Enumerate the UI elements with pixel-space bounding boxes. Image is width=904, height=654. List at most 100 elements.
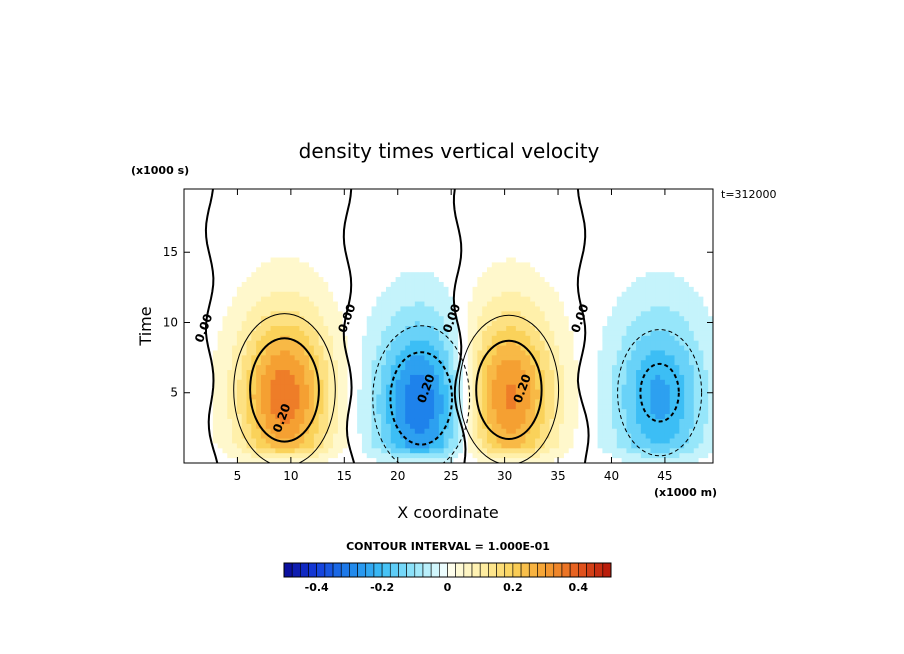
field-cell <box>429 267 435 273</box>
field-cell <box>563 335 570 342</box>
field-cell <box>400 443 406 449</box>
field-cell <box>559 443 565 449</box>
field-cell <box>515 350 522 356</box>
field-cell <box>371 281 377 288</box>
field-cell <box>520 428 526 435</box>
field-cell <box>275 374 281 381</box>
field-cell <box>419 389 425 395</box>
field-cell <box>188 233 195 239</box>
field-cell <box>184 311 190 317</box>
field-cell <box>511 379 517 386</box>
field-cell <box>496 296 502 302</box>
field-cell <box>443 233 449 239</box>
field-cell <box>385 384 392 390</box>
field-cell <box>515 198 522 205</box>
field-cell <box>549 438 555 444</box>
field-cell <box>333 189 339 195</box>
field-cell <box>506 443 512 449</box>
field-cell <box>462 389 469 395</box>
field-cell <box>539 438 546 444</box>
field-cell <box>525 213 531 219</box>
field-cell <box>405 291 411 298</box>
field-cell <box>227 370 233 376</box>
field-cell <box>587 281 594 288</box>
field-cell <box>453 448 459 454</box>
field-cell <box>280 233 286 239</box>
field-cell <box>222 399 228 405</box>
field-cell <box>309 360 315 366</box>
field-cell <box>491 301 497 307</box>
field-cell <box>578 247 584 253</box>
field-cell <box>535 311 541 317</box>
field-cell <box>511 399 517 405</box>
field-cell <box>511 306 517 312</box>
field-cell <box>361 414 368 420</box>
field-cell <box>414 321 421 327</box>
field-cell <box>188 443 195 449</box>
field-cell <box>583 379 589 386</box>
field-cell <box>385 345 392 351</box>
field-cell <box>424 193 430 200</box>
field-cell <box>592 335 598 342</box>
field-cell <box>583 370 589 376</box>
field-cell <box>232 223 238 229</box>
field-cell <box>333 443 339 449</box>
field-cell <box>443 257 449 263</box>
field-cell <box>559 345 565 351</box>
field-cell <box>299 203 305 209</box>
field-cell <box>612 193 618 200</box>
field-cell <box>270 453 276 459</box>
field-cell <box>357 399 363 405</box>
field-cell <box>592 423 598 430</box>
field-cell <box>222 409 228 415</box>
field-cell <box>563 272 570 278</box>
field-cell <box>203 262 209 268</box>
field-cell <box>376 335 382 342</box>
field-cell <box>544 458 550 463</box>
field-cell <box>395 291 401 298</box>
field-cell <box>309 384 315 390</box>
field-cell <box>530 198 536 205</box>
field-cell <box>414 409 421 415</box>
field-cell <box>607 228 613 234</box>
field-cell <box>376 433 382 439</box>
field-cell <box>597 193 603 200</box>
field-cell <box>381 399 387 405</box>
field-cell <box>597 389 603 395</box>
field-cell <box>241 296 247 302</box>
field-cell <box>462 257 469 263</box>
field-cell <box>563 291 570 298</box>
field-cell <box>217 330 223 337</box>
field-cell <box>333 418 339 425</box>
field-cell <box>208 330 214 337</box>
field-cell <box>525 193 531 200</box>
field-cell <box>333 448 339 454</box>
field-cell <box>530 257 536 263</box>
field-cell <box>496 193 502 200</box>
field-cell <box>525 340 531 346</box>
field-cell <box>198 448 204 454</box>
field-cell <box>390 272 396 278</box>
field-cell <box>568 272 574 278</box>
field-cell <box>462 189 469 195</box>
field-cell <box>265 443 271 449</box>
field-cell <box>535 418 541 425</box>
field-cell <box>414 286 421 293</box>
field-cell <box>429 189 435 195</box>
field-cell <box>284 242 291 249</box>
field-cell <box>563 453 570 459</box>
field-cell <box>361 296 368 302</box>
field-cell <box>477 242 483 249</box>
field-cell <box>559 306 565 312</box>
field-cell <box>217 208 223 214</box>
field-cell <box>486 384 493 390</box>
field-cell <box>410 433 416 439</box>
field-cell <box>241 203 247 209</box>
field-cell <box>381 414 387 420</box>
field-cell <box>323 242 329 249</box>
field-cell <box>424 448 430 454</box>
field-cell <box>424 218 430 224</box>
field-cell <box>448 433 454 439</box>
field-cell <box>395 193 401 200</box>
field-cell <box>549 355 555 361</box>
